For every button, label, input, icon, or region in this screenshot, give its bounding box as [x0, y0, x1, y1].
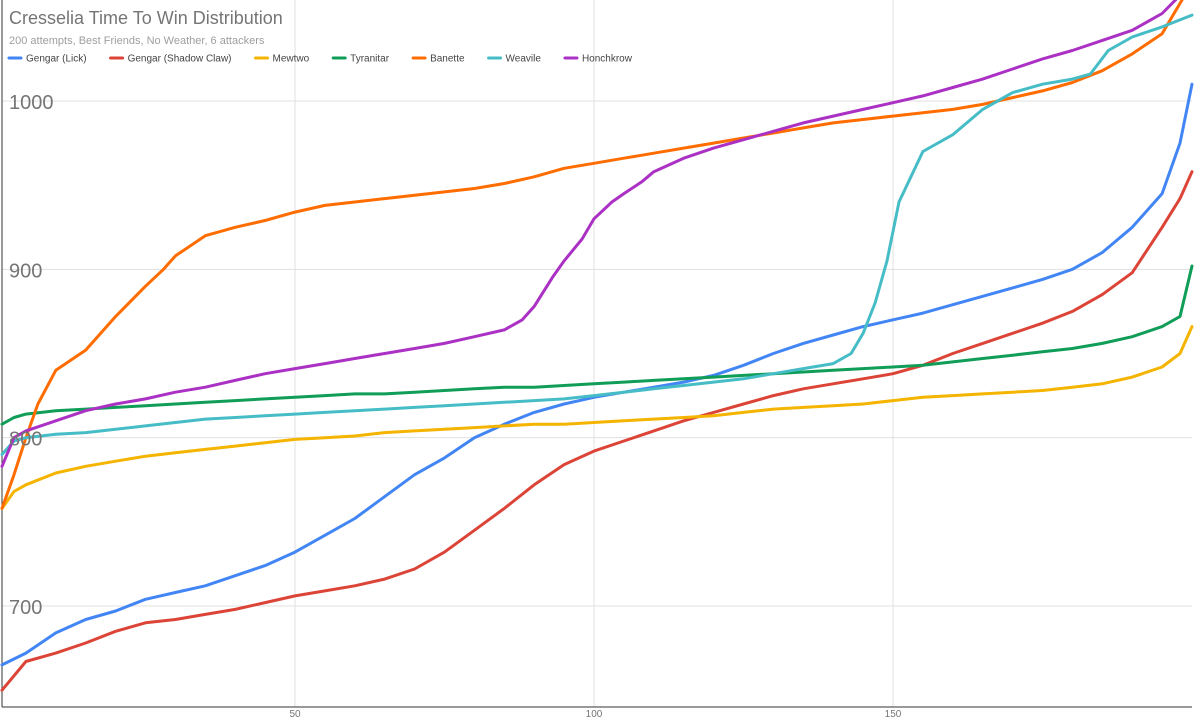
series-line-0 [0, 82, 1194, 667]
y-tick-label: 700 [9, 597, 42, 619]
series-line-4 [0, 0, 1184, 510]
y-tick-label: 1000 [9, 92, 54, 114]
label-layer: 700 800 900 1000 50 100 150 [9, 92, 902, 719]
series-line-2 [0, 325, 1194, 510]
legend-label: Tyranitar [350, 54, 390, 65]
series-line-6 [0, 0, 1178, 468]
legend-label: Gengar (Shadow Claw) [128, 54, 232, 65]
series-layer [0, 0, 1194, 692]
series-line-5 [0, 13, 1194, 456]
series-line-1 [0, 170, 1194, 692]
legend-label: Gengar (Lick) [26, 54, 87, 65]
legend-label: Mewtwo [273, 54, 310, 65]
x-tick-label: 150 [885, 709, 902, 719]
legend-label: Banette [430, 54, 465, 65]
x-tick-label: 100 [586, 709, 603, 719]
series-line-3 [0, 264, 1194, 426]
chart-title: Cresselia Time To Win Distribution [9, 8, 283, 28]
y-tick-label: 900 [9, 260, 42, 282]
legend-label: Honchkrow [582, 54, 633, 65]
legend: Gengar (Lick) Gengar (Shadow Claw) Mewtwo T… [7, 54, 633, 65]
y-tick-label: 800 [9, 429, 42, 451]
legend-label: Weavile [506, 54, 542, 65]
chart-subtitle: 200 attempts, Best Friends, No Weather, … [9, 35, 265, 47]
x-tick-label: 50 [289, 709, 301, 719]
